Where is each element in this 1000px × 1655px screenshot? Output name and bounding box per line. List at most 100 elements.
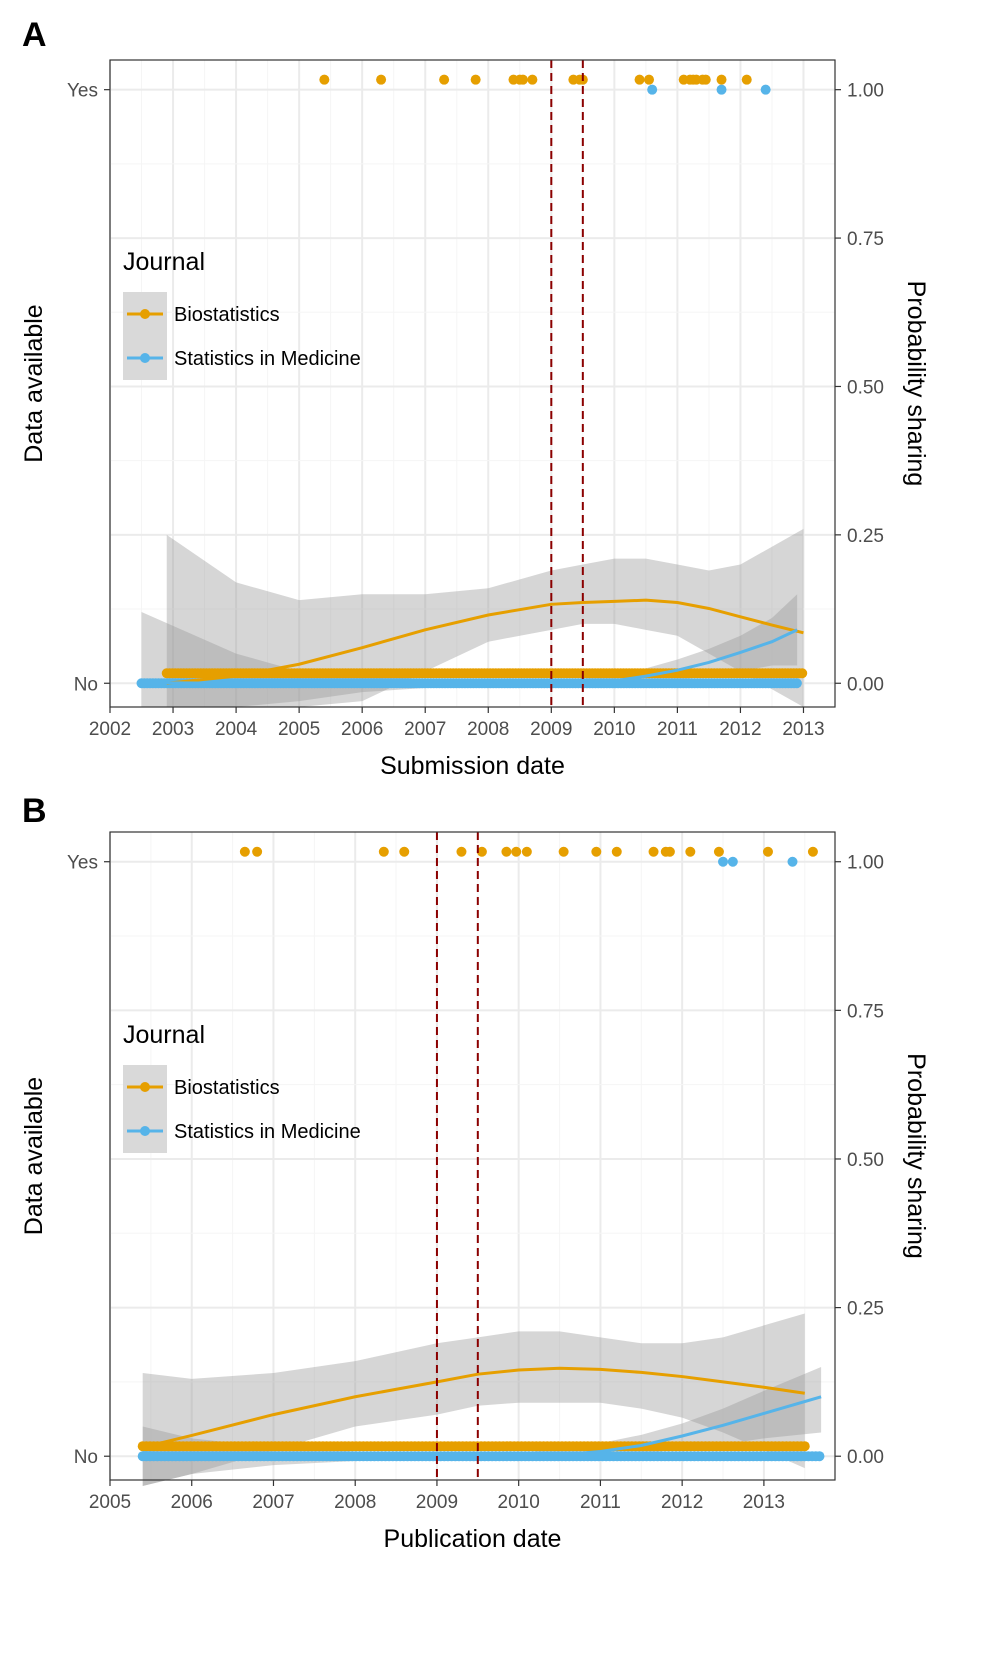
- data-point-yes-biostatistics: [685, 846, 696, 857]
- data-point-yes-biostatistics: [644, 74, 655, 85]
- x-tick-label: 2002: [89, 719, 131, 740]
- data-point-no-biostatistics: [797, 668, 808, 679]
- data-point-yes-statistics-in-medicine: [647, 84, 658, 95]
- data-point-yes-biostatistics: [713, 846, 724, 857]
- data-point-yes-biostatistics: [456, 846, 467, 857]
- data-point-no-statistics-in-medicine: [791, 678, 802, 689]
- x-tick-label: 2013: [782, 719, 824, 740]
- trend-layer: [142, 1366, 822, 1459]
- data-point-no-statistics-in-medicine: [814, 1451, 825, 1462]
- y2-tick-label: 1.00: [847, 81, 884, 102]
- legend: Journal Biostatistics Statistics in Medi…: [123, 248, 361, 380]
- trend-layer: [141, 598, 804, 686]
- axes-layer: 2005 2006 2007 2008 2009 2010 2011 2012 2013 No Ye…: [67, 853, 884, 1513]
- confidence-band-biostatistics: [142, 1313, 805, 1486]
- y2-tick-label: 0.00: [847, 674, 884, 695]
- y2-tick-label: 0.50: [847, 1150, 884, 1171]
- confidence-band-biostatistics: [166, 528, 804, 707]
- data-point-yes-biostatistics: [439, 74, 450, 85]
- x-tick-label: 2013: [743, 1492, 785, 1513]
- legend-title: Journal: [123, 1021, 205, 1049]
- x-tick-label: 2010: [498, 1492, 540, 1513]
- data-point-yes-biostatistics: [378, 846, 389, 857]
- y2-tick-label: 0.25: [847, 1299, 884, 1320]
- data-point-yes-biostatistics: [741, 74, 752, 85]
- y2-tick-label: 0.75: [847, 229, 884, 250]
- x-tick-label: 2003: [152, 719, 194, 740]
- data-point-no-biostatistics: [799, 1441, 810, 1452]
- legend-key-point-statistics-in-medicine: [140, 1126, 150, 1136]
- panel-label: A: [22, 16, 47, 54]
- y2-axis-title: Probability sharing: [902, 1053, 930, 1259]
- x-tick-label: 2012: [719, 719, 761, 740]
- legend-title: Journal: [123, 248, 205, 276]
- trend-line-biostatistics: [142, 1366, 805, 1449]
- data-point-yes-statistics-in-medicine: [787, 856, 798, 867]
- x-tick-label: 2009: [416, 1492, 458, 1513]
- x-tick-label: 2006: [341, 719, 383, 740]
- legend-label-biostatistics: Biostatistics: [174, 304, 280, 326]
- data-point-yes-biostatistics: [716, 74, 727, 85]
- x-tick-label: 2005: [89, 1492, 131, 1513]
- x-tick-label: 2011: [580, 1492, 621, 1513]
- legend-label-biostatistics: Biostatistics: [174, 1077, 280, 1099]
- legend-key-point-biostatistics: [140, 309, 150, 319]
- trend-line-statistics-in-medicine: [142, 1395, 822, 1459]
- x-tick-label: 2010: [593, 719, 635, 740]
- data-point-yes-biostatistics: [527, 74, 538, 85]
- y-tick-label: Yes: [67, 81, 98, 102]
- data-point-yes-biostatistics: [319, 74, 330, 85]
- x-axis-title: Submission date: [380, 752, 565, 780]
- y2-tick-label: 0.00: [847, 1447, 884, 1468]
- data-point-yes-statistics-in-medicine: [727, 856, 738, 867]
- trend-line-statistics-in-medicine: [141, 628, 798, 686]
- data-point-yes-biostatistics: [470, 74, 481, 85]
- y2-tick-label: 0.75: [847, 1001, 884, 1022]
- data-point-yes-biostatistics: [664, 846, 675, 857]
- data-point-yes-biostatistics: [517, 74, 528, 85]
- policy-lines-layer: [550, 60, 584, 707]
- legend-label-statistics-in-medicine: Statistics in Medicine: [174, 348, 361, 370]
- y2-tick-label: 1.00: [847, 853, 884, 874]
- panel-border: [109, 831, 836, 1481]
- x-tick-label: 2007: [252, 1492, 294, 1513]
- panel-a: A 2002 2003 2004 2005 2006 2007 2008 2009 2010 20…: [20, 16, 930, 780]
- panel-border: [109, 59, 836, 708]
- legend-key-point-biostatistics: [140, 1082, 150, 1092]
- x-axis-title: Publication date: [384, 1525, 562, 1553]
- data-point-yes-biostatistics: [399, 846, 410, 857]
- data-point-yes-statistics-in-medicine: [718, 856, 729, 867]
- grid-layer: [109, 60, 835, 707]
- x-tick-label: 2005: [278, 719, 320, 740]
- x-tick-label: 2007: [404, 719, 446, 740]
- trend-line-biostatistics: [166, 598, 804, 685]
- data-point-yes-biostatistics: [476, 846, 487, 857]
- data-point-yes-biostatistics: [634, 74, 645, 85]
- y-tick-label: No: [74, 674, 98, 695]
- data-point-yes-statistics-in-medicine: [716, 84, 727, 95]
- x-tick-label: 2009: [530, 719, 572, 740]
- data-point-yes-biostatistics: [511, 846, 522, 857]
- points-layer: [136, 74, 808, 689]
- legend-keys: [127, 1082, 163, 1136]
- data-point-yes-biostatistics: [648, 846, 659, 857]
- data-point-yes-biostatistics: [501, 846, 512, 857]
- data-point-yes-biostatistics: [762, 846, 773, 857]
- y2-tick-label: 0.50: [847, 377, 884, 398]
- data-point-yes-biostatistics: [558, 846, 569, 857]
- legend-key-point-statistics-in-medicine: [140, 353, 150, 363]
- data-point-yes-biostatistics: [611, 846, 622, 857]
- legend: Journal Biostatistics Statistics in Medi…: [123, 1021, 361, 1153]
- legend-keys: [127, 309, 163, 363]
- y-axis-title: Data available: [20, 1077, 48, 1235]
- axes-layer: 2002 2003 2004 2005 2006 2007 2008 2009 2010 2011…: [67, 81, 884, 740]
- x-tick-label: 2004: [215, 719, 258, 740]
- x-tick-label: 2011: [657, 719, 698, 740]
- policy-lines-layer: [435, 832, 479, 1480]
- legend-label-statistics-in-medicine: Statistics in Medicine: [174, 1121, 361, 1143]
- data-point-yes-biostatistics: [239, 846, 250, 857]
- y2-axis-title: Probability sharing: [902, 281, 930, 487]
- data-point-yes-biostatistics: [591, 846, 602, 857]
- panel-label: B: [22, 792, 47, 830]
